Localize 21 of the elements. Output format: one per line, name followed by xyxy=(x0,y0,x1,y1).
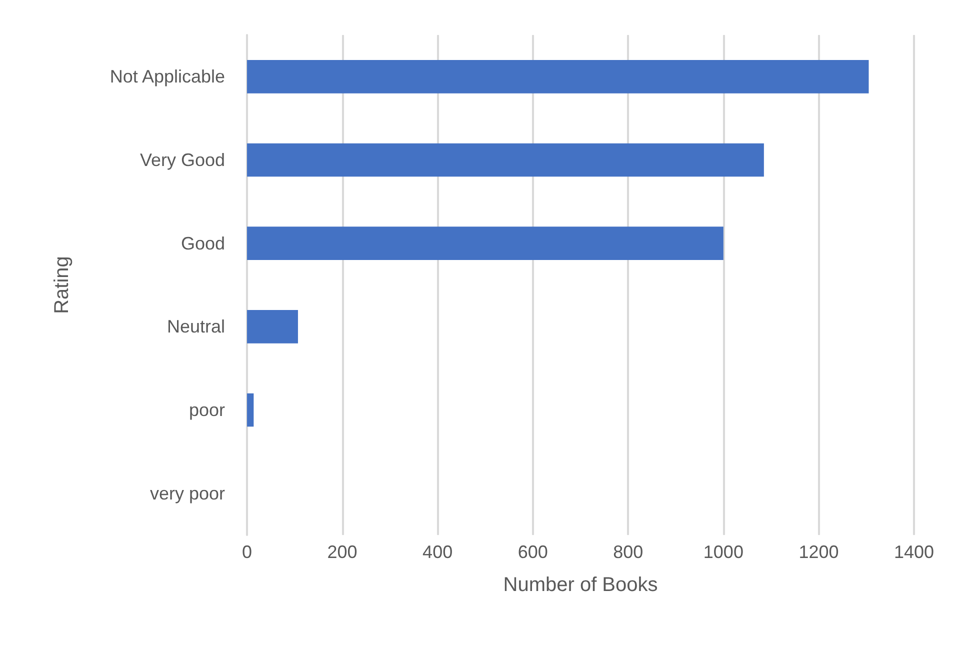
x-tick-label: 1200 xyxy=(798,542,839,562)
bar xyxy=(247,393,254,427)
bar xyxy=(247,310,298,344)
x-tick-label: 200 xyxy=(327,542,358,562)
x-tick-label: 800 xyxy=(613,542,644,562)
x-tick-label: 400 xyxy=(422,542,453,562)
y-tick-label: poor xyxy=(188,400,225,420)
x-tick-label: 1400 xyxy=(894,542,934,562)
y-tick-label: very poor xyxy=(150,483,225,504)
x-tick-label: 600 xyxy=(518,542,548,562)
y-tick-label: Very Good xyxy=(140,150,225,170)
bar xyxy=(247,60,869,94)
bar xyxy=(247,143,764,177)
y-axis-title: Rating xyxy=(51,256,73,314)
y-tick-label: Good xyxy=(180,233,225,254)
y-tick-label: Not Applicable xyxy=(110,66,225,87)
x-tick-label: 1000 xyxy=(703,542,744,562)
x-tick-label: 0 xyxy=(242,542,252,562)
bar xyxy=(247,226,724,260)
y-tick-label: Neutral xyxy=(166,316,225,337)
x-axis-title: Number of Books xyxy=(503,574,658,596)
